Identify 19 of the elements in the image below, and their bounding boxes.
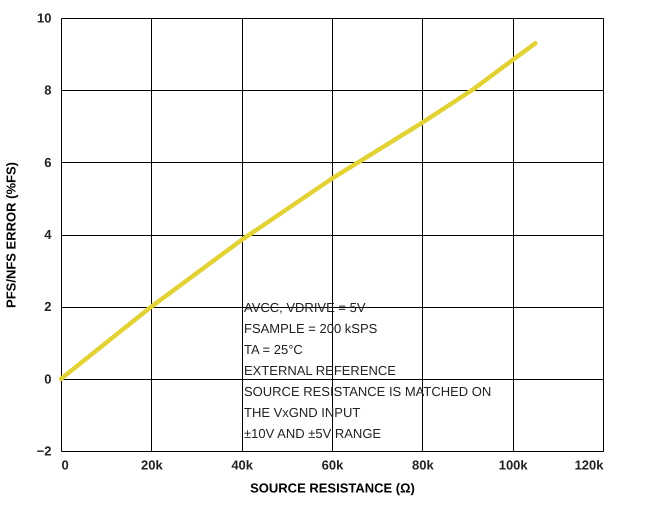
x-tick-label: 80k [412,458,434,472]
x-tick-label: 0 [62,458,69,472]
x-tick-label: 100k [498,458,528,472]
annotation: ±10V AND ±5V RANGE [244,426,382,441]
y-tick-label: 4 [44,227,52,242]
y-tick-label: 6 [44,154,52,170]
line-series [58,41,538,382]
x-tick-label: 120k [574,458,604,472]
x-tick-label: 40k [231,458,254,472]
x-tick-label: 60k [322,458,344,472]
y-tick-label: 10 [37,10,52,26]
y-axis-title: PFS/NFS ERROR (%FS) [4,162,19,308]
y-tick-label: −2 [36,444,52,458]
y-tick-label: 2 [44,299,52,314]
annotation: TA = 25°C [244,342,303,357]
x-tick-label: 20k [140,458,164,472]
x-axis-title: SOURCE RESISTANCE (Ω) [250,480,415,496]
y-tick-label: 0 [44,371,52,386]
y-tick-label: 8 [44,82,52,98]
